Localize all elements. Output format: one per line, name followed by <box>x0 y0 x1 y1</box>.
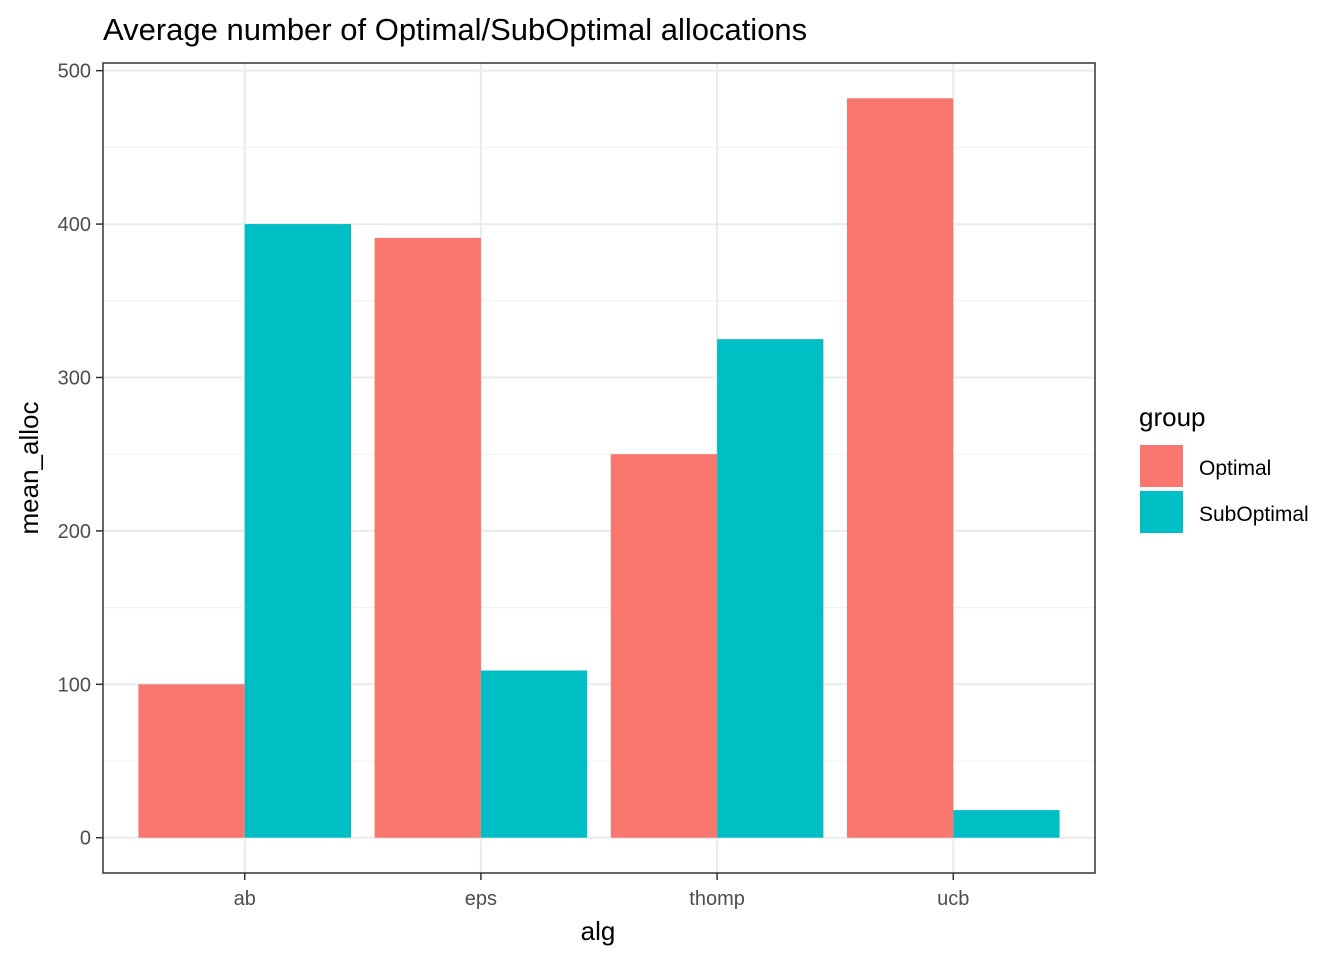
y-tick-label: 500 <box>58 61 91 83</box>
x-axis-title: alg <box>581 916 616 946</box>
x-tick-label: eps <box>465 888 497 910</box>
bar-optimal-ab <box>138 684 245 838</box>
y-axis: 0 100 200 300 400 500 <box>58 61 103 850</box>
y-axis-title: mean_alloc <box>14 402 44 535</box>
bar-optimal-ucb <box>847 98 954 838</box>
x-tick-label: thomp <box>689 888 745 910</box>
legend-key-suboptimal <box>1140 491 1183 533</box>
panel-border <box>102 62 1096 874</box>
bar-suboptimal-ab <box>244 224 351 838</box>
legend: group Optimal SubOptimal <box>1139 402 1309 533</box>
bar-suboptimal-eps <box>480 670 588 838</box>
x-axis: ab eps thomp ucb <box>234 873 969 910</box>
legend-label-optimal: Optimal <box>1199 457 1271 480</box>
chart-title: Average number of Optimal/SubOptimal all… <box>103 12 807 47</box>
bar-suboptimal-ucb <box>953 810 1060 838</box>
bar-suboptimal-thomp <box>717 339 824 838</box>
legend-key-optimal <box>1140 445 1183 487</box>
y-tick-label: 300 <box>58 367 91 389</box>
y-tick-label: 400 <box>58 214 91 236</box>
y-tick-label: 0 <box>80 828 91 850</box>
bar-optimal-eps <box>374 237 481 838</box>
legend-label-suboptimal: SubOptimal <box>1199 503 1309 526</box>
x-tick-label: ucb <box>937 888 969 910</box>
bar-optimal-thomp <box>610 454 718 838</box>
legend-title: group <box>1139 402 1206 432</box>
x-tick-label: ab <box>234 888 256 910</box>
y-tick-label: 200 <box>58 521 91 543</box>
y-tick-label: 100 <box>58 674 91 696</box>
plot-panel <box>102 62 1096 874</box>
